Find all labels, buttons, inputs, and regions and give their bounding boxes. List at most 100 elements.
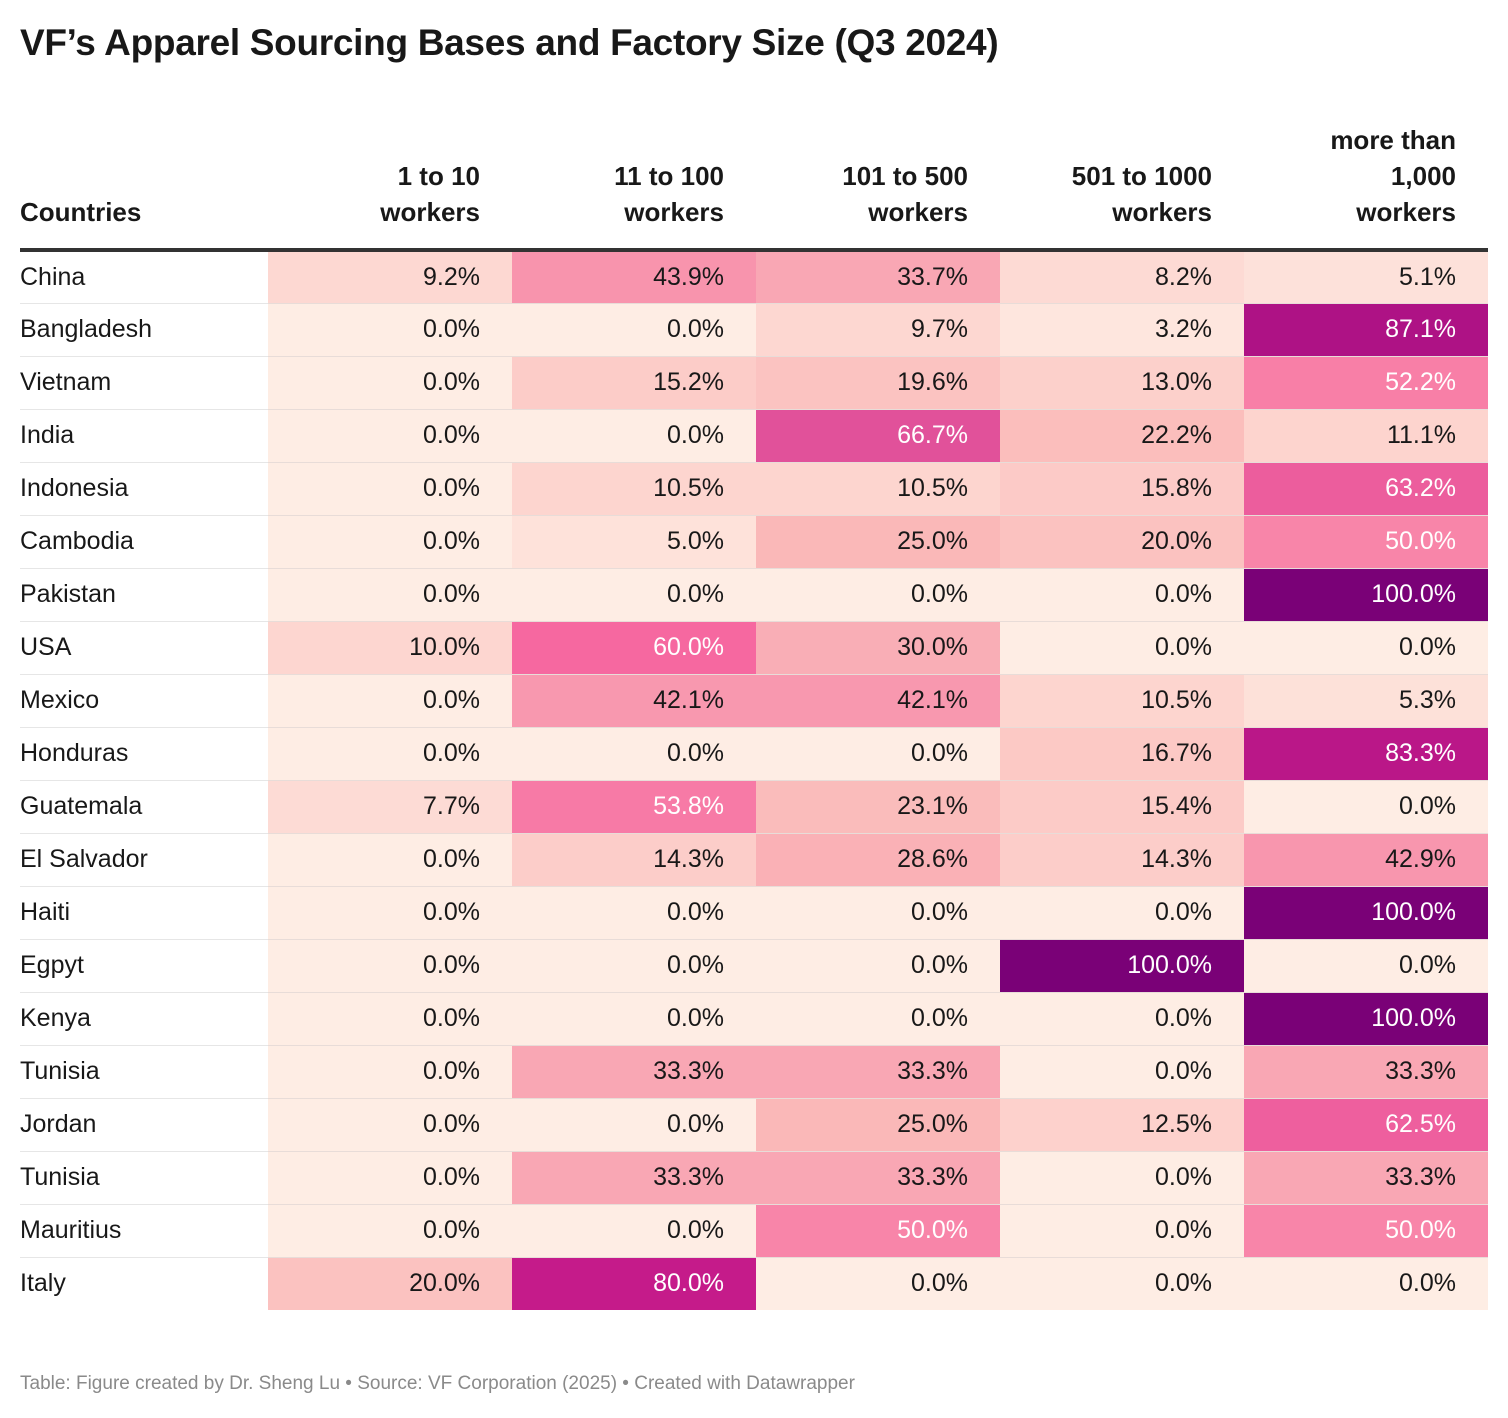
heatmap-cell: 14.3% xyxy=(512,832,756,886)
heatmap-cell: 0.0% xyxy=(268,726,512,780)
table-row: Italy 20.0% 80.0% 0.0% 0.0% 0.0% xyxy=(20,1256,1488,1310)
heatmap-cell: 10.5% xyxy=(512,461,756,515)
heatmap-cell: 0.0% xyxy=(1000,1044,1244,1098)
heatmap-cell: 0.0% xyxy=(756,567,1000,621)
table-row: Bangladesh 0.0% 0.0% 9.7% 3.2% 87.1% xyxy=(20,302,1488,356)
heatmap-cell: 14.3% xyxy=(1000,832,1244,886)
heatmap-cell: 33.3% xyxy=(756,1150,1000,1204)
heatmap-cell: 30.0% xyxy=(756,620,1000,674)
heatmap-cell: 0.0% xyxy=(756,885,1000,939)
heatmap-cell: 0.0% xyxy=(756,726,1000,780)
table-row: El Salvador 0.0% 14.3% 28.6% 14.3% 42.9% xyxy=(20,832,1488,886)
country-label: Jordan xyxy=(20,1097,268,1151)
heatmap-cell: 62.5% xyxy=(1244,1097,1488,1151)
country-label: Indonesia xyxy=(20,461,268,515)
country-label: Italy xyxy=(20,1256,268,1310)
heatmap-cell: 33.7% xyxy=(756,250,1000,303)
heatmap-cell: 0.0% xyxy=(268,832,512,886)
heatmap-cell: 50.0% xyxy=(756,1203,1000,1257)
column-header[interactable]: 11 to 100 workers xyxy=(512,122,756,252)
country-label: Cambodia xyxy=(20,514,268,568)
heatmap-cell: 0.0% xyxy=(512,1203,756,1257)
heatmap-cell: 100.0% xyxy=(1244,991,1488,1045)
heatmap-cell: 12.5% xyxy=(1000,1097,1244,1151)
country-label: El Salvador xyxy=(20,832,268,886)
heatmap-cell: 8.2% xyxy=(1000,250,1244,303)
heatmap-cell: 0.0% xyxy=(1000,567,1244,621)
heatmap-cell: 0.0% xyxy=(1000,1203,1244,1257)
column-header[interactable]: 1 to 10 workers xyxy=(268,122,512,252)
heatmap-cell: 33.3% xyxy=(512,1150,756,1204)
heatmap-cell: 33.3% xyxy=(1244,1150,1488,1204)
heatmap-cell: 100.0% xyxy=(1000,938,1244,992)
heatmap-cell: 15.8% xyxy=(1000,461,1244,515)
heatmap-cell: 15.4% xyxy=(1000,779,1244,833)
heatmap-cell: 100.0% xyxy=(1244,567,1488,621)
heatmap-cell: 0.0% xyxy=(268,1097,512,1151)
heatmap-cell: 83.3% xyxy=(1244,726,1488,780)
heatmap-cell: 42.1% xyxy=(756,673,1000,727)
heatmap-cell: 33.3% xyxy=(1244,1044,1488,1098)
table-row: China 9.2% 43.9% 33.7% 8.2% 5.1% xyxy=(20,250,1488,303)
country-label: Pakistan xyxy=(20,567,268,621)
heatmap-cell: 19.6% xyxy=(756,355,1000,409)
heatmap-cell: 33.3% xyxy=(512,1044,756,1098)
table-row: Mexico 0.0% 42.1% 42.1% 10.5% 5.3% xyxy=(20,673,1488,727)
heatmap-cell: 0.0% xyxy=(268,461,512,515)
table-row: Pakistan 0.0% 0.0% 0.0% 0.0% 100.0% xyxy=(20,567,1488,621)
heatmap-cell: 20.0% xyxy=(268,1256,512,1310)
heatmap-cell: 80.0% xyxy=(512,1256,756,1310)
heatmap-cell: 0.0% xyxy=(268,302,512,356)
heatmap-cell: 33.3% xyxy=(756,1044,1000,1098)
heatmap-cell: 15.2% xyxy=(512,355,756,409)
country-label: Kenya xyxy=(20,991,268,1045)
heatmap-cell: 0.0% xyxy=(268,1044,512,1098)
heatmap-cell: 0.0% xyxy=(512,1097,756,1151)
column-header[interactable]: 501 to 1000 workers xyxy=(1000,122,1244,252)
table-row: Mauritius 0.0% 0.0% 50.0% 0.0% 50.0% xyxy=(20,1203,1488,1257)
country-label: Mexico xyxy=(20,673,268,727)
country-label: Egpyt xyxy=(20,938,268,992)
heatmap-cell: 10.0% xyxy=(268,620,512,674)
table-row: Egpyt 0.0% 0.0% 0.0% 100.0% 0.0% xyxy=(20,938,1488,992)
heatmap-cell: 25.0% xyxy=(756,514,1000,568)
country-label: Vietnam xyxy=(20,355,268,409)
heatmap-cell: 0.0% xyxy=(1000,1150,1244,1204)
table-row: Honduras 0.0% 0.0% 0.0% 16.7% 83.3% xyxy=(20,726,1488,780)
heatmap-cell: 9.7% xyxy=(756,302,1000,356)
column-header-countries[interactable]: Countries xyxy=(20,122,268,252)
country-label: Tunisia xyxy=(20,1150,268,1204)
table-row: Cambodia 0.0% 5.0% 25.0% 20.0% 50.0% xyxy=(20,514,1488,568)
heatmap-cell: 16.7% xyxy=(1000,726,1244,780)
heatmap-cell: 66.7% xyxy=(756,408,1000,462)
heatmap-cell: 10.5% xyxy=(756,461,1000,515)
column-header[interactable]: more than 1,000 workers xyxy=(1244,122,1488,252)
heatmap-cell: 0.0% xyxy=(268,1150,512,1204)
country-label: Haiti xyxy=(20,885,268,939)
heatmap-cell: 0.0% xyxy=(1000,620,1244,674)
table-row: Jordan 0.0% 0.0% 25.0% 12.5% 62.5% xyxy=(20,1097,1488,1151)
heatmap-cell: 0.0% xyxy=(512,938,756,992)
heatmap-cell: 0.0% xyxy=(512,726,756,780)
heatmap-cell: 0.0% xyxy=(1000,991,1244,1045)
heatmap-cell: 20.0% xyxy=(1000,514,1244,568)
heatmap-cell: 43.9% xyxy=(512,250,756,303)
heatmap-cell: 5.1% xyxy=(1244,250,1488,303)
heatmap-cell: 0.0% xyxy=(1244,620,1488,674)
heatmap-cell: 7.7% xyxy=(268,779,512,833)
header-row: Countries 1 to 10 workers 11 to 100 workers… xyxy=(20,122,1488,252)
heatmap-cell: 42.9% xyxy=(1244,832,1488,886)
country-label: Bangladesh xyxy=(20,302,268,356)
heatmap-cell: 50.0% xyxy=(1244,514,1488,568)
table-row: Indonesia 0.0% 10.5% 10.5% 15.8% 63.2% xyxy=(20,461,1488,515)
footer-note: Table: Figure created by Dr. Sheng Lu • … xyxy=(20,1373,855,1394)
heatmap-cell: 0.0% xyxy=(512,302,756,356)
heatmap-cell: 87.1% xyxy=(1244,302,1488,356)
heatmap-cell: 28.6% xyxy=(756,832,1000,886)
heatmap-cell: 0.0% xyxy=(1000,885,1244,939)
heatmap-cell: 60.0% xyxy=(512,620,756,674)
column-header[interactable]: 101 to 500 workers xyxy=(756,122,1000,252)
table-row: Guatemala 7.7% 53.8% 23.1% 15.4% 0.0% xyxy=(20,779,1488,833)
heatmap-cell: 0.0% xyxy=(1000,1256,1244,1310)
heatmap-cell: 0.0% xyxy=(512,408,756,462)
